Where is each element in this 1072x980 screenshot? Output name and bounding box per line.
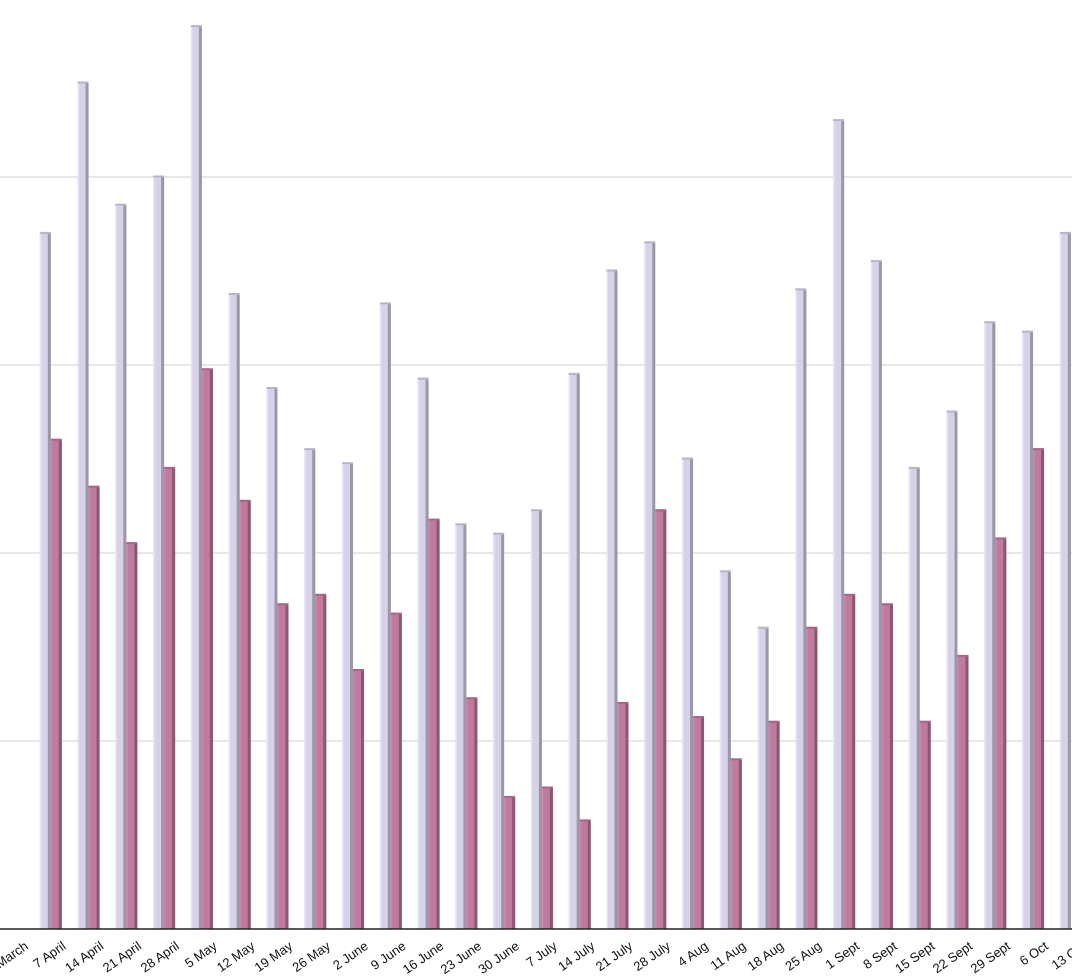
x-tick-label: 6 Oct xyxy=(1017,938,1051,968)
bar xyxy=(530,509,542,929)
bar xyxy=(315,593,327,929)
bar xyxy=(77,81,89,929)
x-tick-label: 2 June xyxy=(330,938,371,973)
x-tick-label: 5 May xyxy=(182,938,220,971)
bar xyxy=(115,203,127,929)
x-tick-label: 13 Oct xyxy=(1049,938,1072,972)
bar xyxy=(995,537,1007,929)
bar xyxy=(88,485,100,929)
bar xyxy=(833,119,845,930)
bar xyxy=(504,795,516,929)
bar xyxy=(417,377,429,930)
bar xyxy=(644,241,656,930)
bar xyxy=(757,626,769,929)
x-tick-label: 22 Sept xyxy=(930,938,976,976)
bar xyxy=(541,786,553,929)
bar xyxy=(682,457,694,929)
x-tick-label: 1 Sept xyxy=(822,938,862,972)
x-tick-label: 30 June xyxy=(475,938,522,977)
bar xyxy=(617,701,629,929)
bar xyxy=(239,499,251,929)
bar xyxy=(39,231,51,929)
x-tick-label: 12 May xyxy=(214,938,258,975)
bar xyxy=(455,523,467,929)
bar xyxy=(50,438,62,929)
bar xyxy=(806,626,818,929)
x-tick-label: 29 Sept xyxy=(968,938,1014,976)
bar xyxy=(353,669,365,929)
bar xyxy=(153,175,165,929)
x-tick-label: 23 June xyxy=(438,938,485,977)
bar xyxy=(946,410,958,929)
bar xyxy=(190,25,202,930)
bar xyxy=(719,570,731,929)
bar xyxy=(984,321,996,929)
x-tick-label: 14 July xyxy=(555,938,598,974)
bar xyxy=(1022,330,1034,930)
x-tick-label: 18 Aug xyxy=(745,938,787,974)
bar xyxy=(228,293,240,929)
x-tick-label: 26 May xyxy=(289,938,333,975)
x-tick-label: 4 Aug xyxy=(675,938,711,969)
x-tick-label: 21 April xyxy=(100,938,144,975)
x-tick-label: 21 July xyxy=(593,938,636,974)
bar xyxy=(126,542,138,929)
bar xyxy=(568,372,580,929)
bar xyxy=(957,654,969,929)
x-tick-label: 19 May xyxy=(252,938,296,975)
bars xyxy=(39,25,1071,930)
x-tick-label: 15 Sept xyxy=(892,938,938,976)
bar xyxy=(730,758,742,929)
bar xyxy=(390,612,402,929)
x-tick-label: 14 April xyxy=(62,938,106,975)
x-tick-label: 28 July xyxy=(631,938,674,974)
bar xyxy=(693,716,705,929)
bar xyxy=(304,448,316,929)
x-tick-label: 25 Aug xyxy=(782,938,824,974)
bar xyxy=(493,532,505,929)
bar xyxy=(579,819,591,929)
x-tick-label: 11 Aug xyxy=(708,938,749,973)
bar xyxy=(428,518,440,929)
bar xyxy=(466,697,478,929)
x-tick-label: 7 July xyxy=(523,938,560,970)
x-tick-label: 7 April xyxy=(30,938,68,971)
bar xyxy=(1033,448,1045,929)
bar xyxy=(201,368,213,929)
x-tick-label: 28 April xyxy=(138,938,182,975)
bar xyxy=(795,288,807,929)
bar xyxy=(606,269,618,929)
bar xyxy=(277,603,289,929)
bar xyxy=(908,466,920,929)
bar xyxy=(379,302,391,929)
bar xyxy=(266,387,278,929)
bar xyxy=(342,462,354,929)
x-tick-label: March xyxy=(0,938,31,971)
bar xyxy=(768,720,780,929)
bar xyxy=(655,509,667,929)
bar xyxy=(1059,231,1071,929)
bar xyxy=(870,260,882,930)
bar xyxy=(844,593,856,929)
x-tick-label: 16 June xyxy=(400,938,447,977)
bar xyxy=(881,603,893,929)
bar xyxy=(919,720,931,929)
bar xyxy=(164,466,176,929)
